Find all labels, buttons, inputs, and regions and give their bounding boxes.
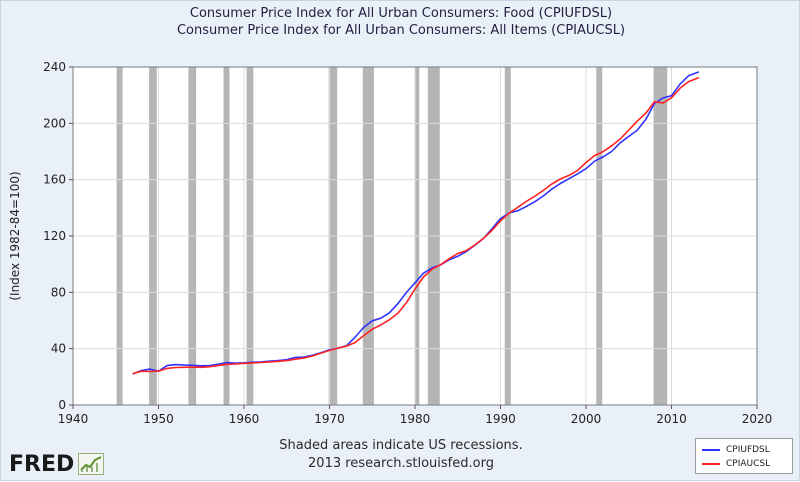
y-tick-label: 160 (43, 173, 66, 187)
recession-note: Shaded areas indicate US recessions. (279, 438, 523, 453)
series-lines (132, 71, 700, 375)
axes: 0 40 80 120 160 200 240 1940 1950 1960 1970 1980 199… (43, 60, 772, 426)
x-tick-label: 1960 (229, 412, 260, 426)
chart-title-food: Consumer Price Index for All Urban Consu… (189, 6, 613, 21)
source-note: 2013 research.stlouisfed.org (308, 456, 494, 471)
fred-logo-text: FRED (9, 451, 75, 477)
x-tick-label: 1980 (400, 412, 431, 426)
y-tick-label: 40 (51, 342, 66, 356)
y-tick-label: 0 (58, 398, 66, 412)
x-tick-label: 2000 (571, 412, 602, 426)
y-tick-label: 120 (43, 229, 66, 243)
series-line-cpiaucsl (132, 76, 700, 375)
x-tick-label: 2010 (656, 412, 687, 426)
legend-swatch-food (702, 449, 720, 451)
series-line-cpiufdsl (132, 71, 700, 375)
chart-title-all-items: Consumer Price Index for All Urban Consu… (176, 23, 626, 38)
x-tick-label: 2020 (742, 412, 773, 426)
legend-item-food: CPIUFDSL (702, 444, 770, 456)
y-tick-label: 200 (43, 116, 66, 130)
legend-label-food: CPIUFDSL (726, 445, 770, 455)
x-tick-label: 1950 (143, 412, 174, 426)
legend-swatch-all-items (702, 463, 720, 465)
legend: CPIUFDSL CPIAUCSL (695, 438, 793, 474)
x-tick-label: 1970 (314, 412, 345, 426)
legend-item-all-items: CPIAUCSL (702, 458, 770, 470)
x-tick-label: 1990 (485, 412, 516, 426)
y-tick-label: 80 (51, 285, 66, 299)
fred-logo: FRED (9, 451, 105, 477)
legend-label-all-items: CPIAUCSL (726, 459, 771, 469)
chart-logo-icon (78, 453, 105, 475)
y-axis-label: (Index 1982-84=100) (8, 171, 22, 300)
x-tick-label: 1940 (58, 412, 89, 426)
y-tick-label: 240 (43, 60, 66, 74)
